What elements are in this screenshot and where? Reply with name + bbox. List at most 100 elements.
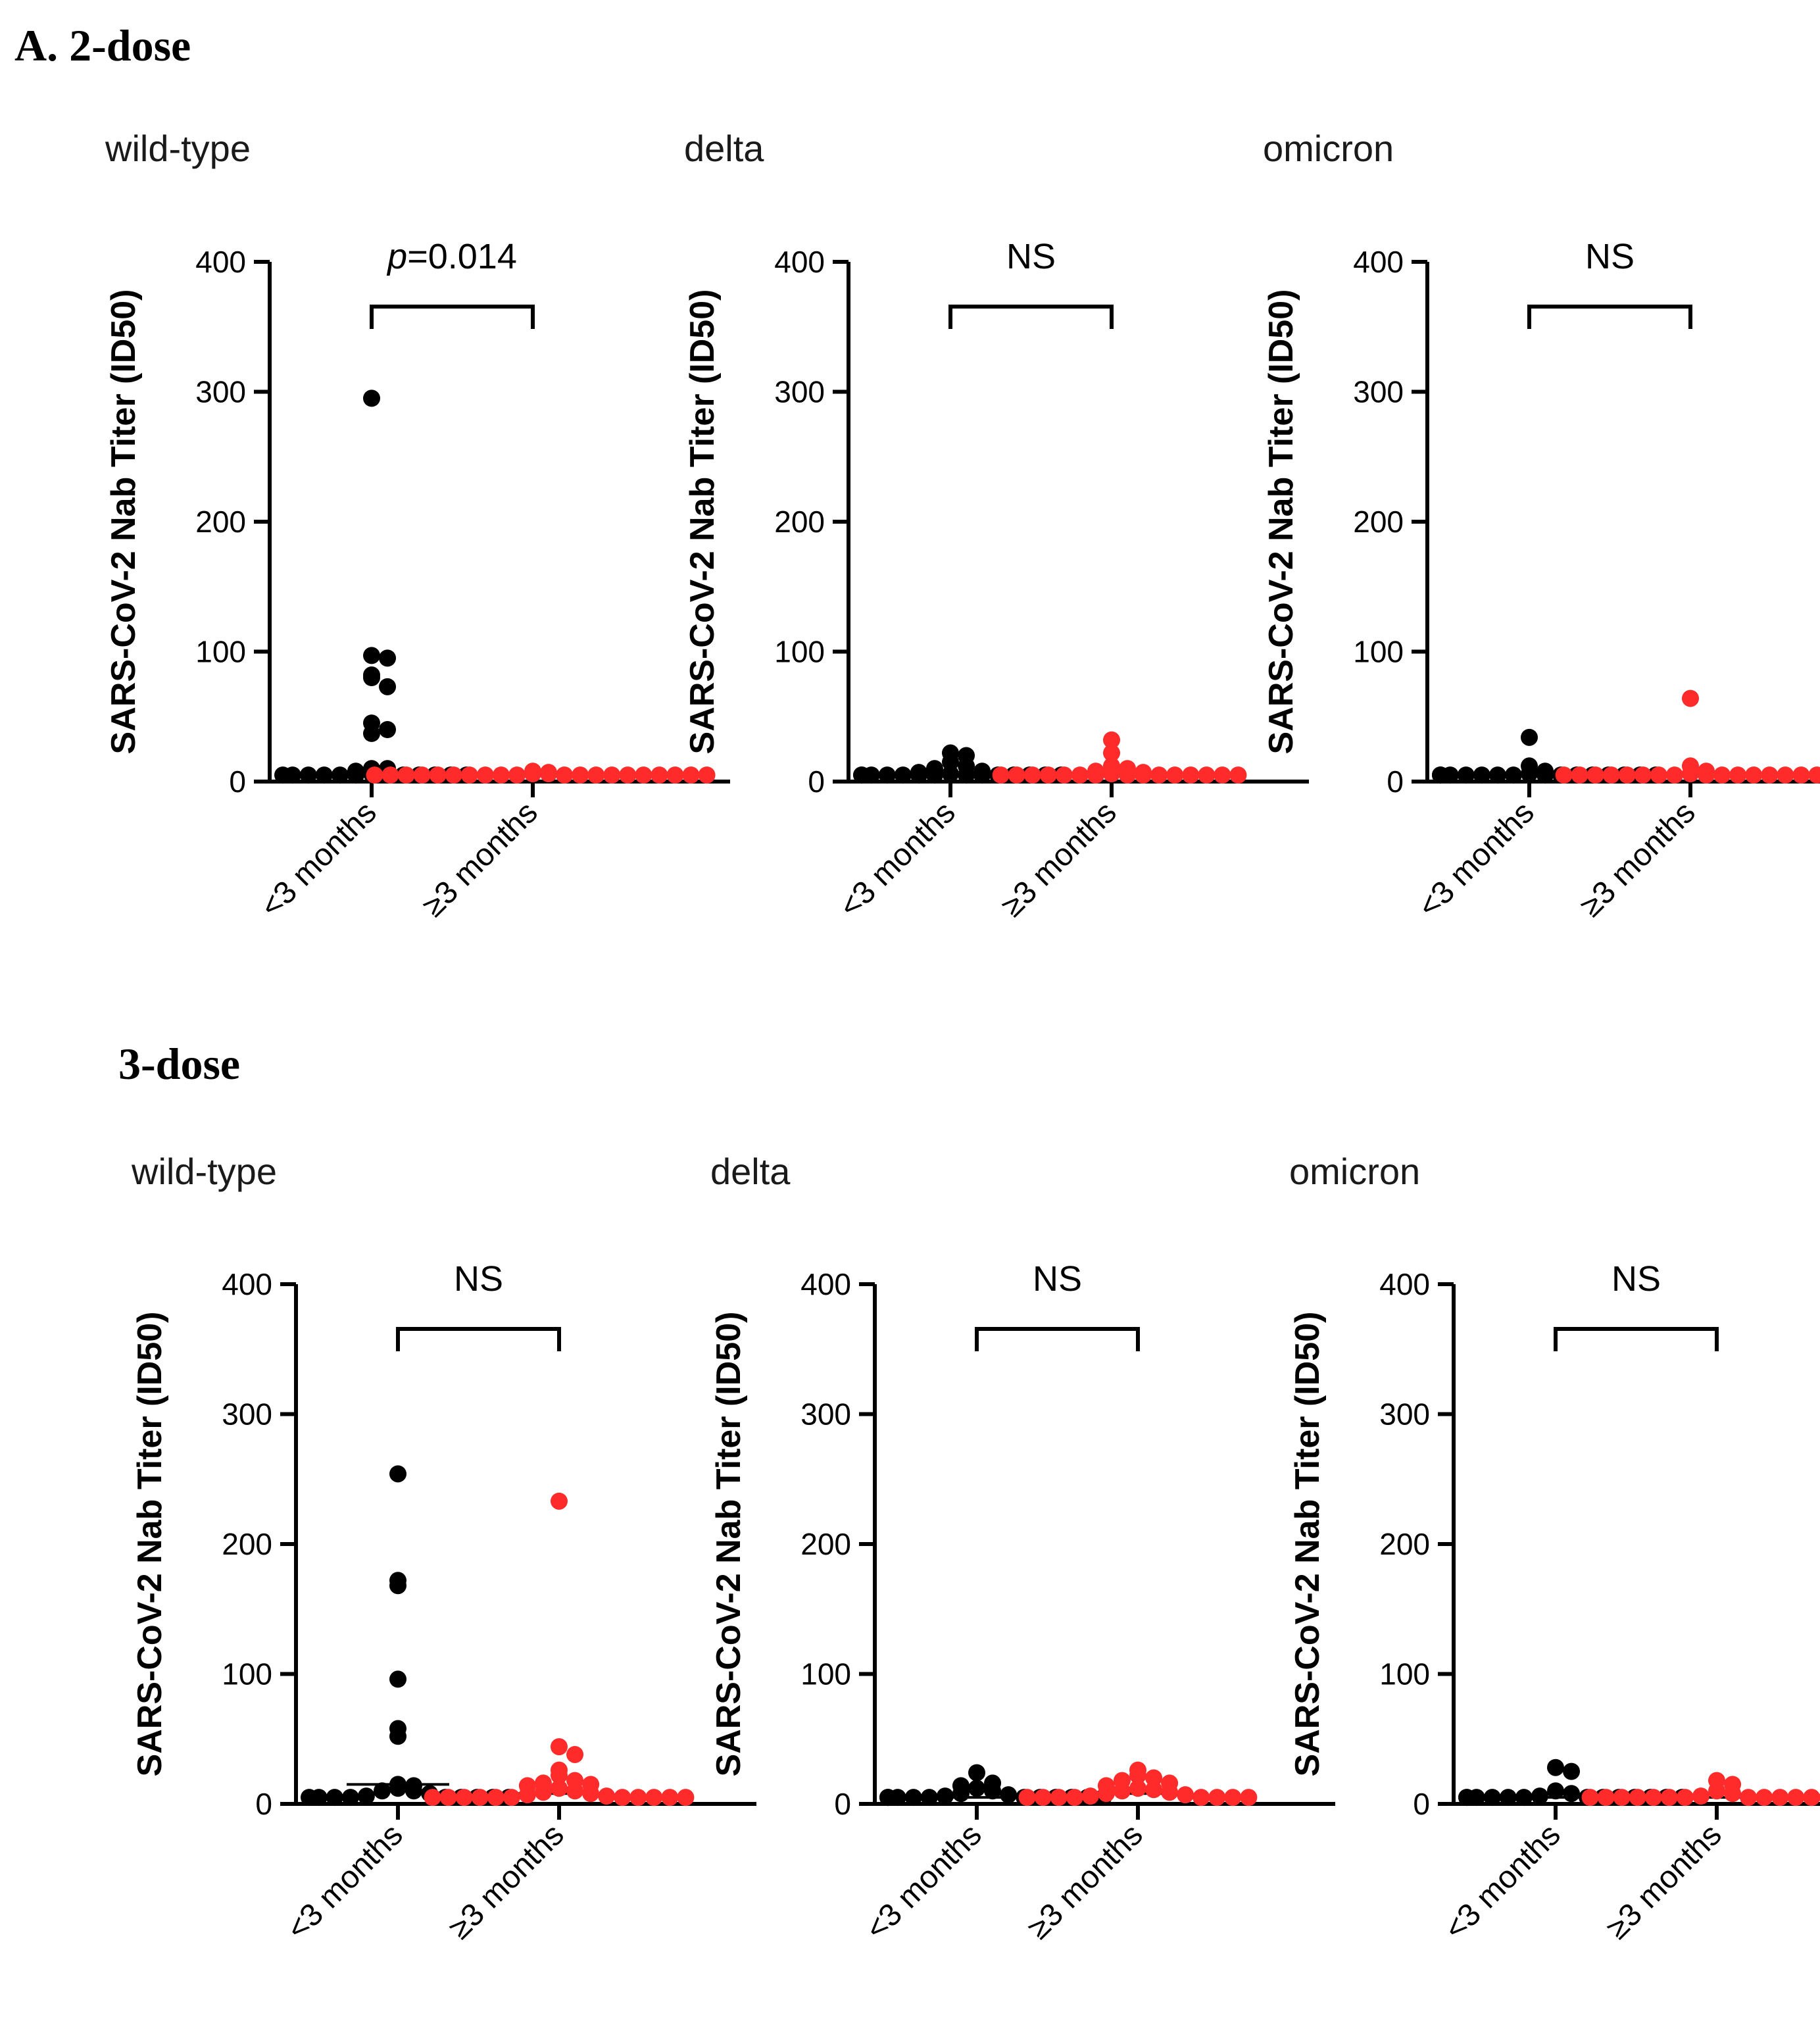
data-point [405, 1782, 423, 1800]
data-point [1145, 1769, 1163, 1787]
x-category-label: <3 months [280, 1817, 410, 1947]
panel-title: omicron [1289, 1151, 1420, 1192]
y-tick-label: 0 [255, 1787, 272, 1821]
data-point [1034, 1789, 1052, 1807]
data-point [1698, 766, 1715, 784]
data-point [1055, 766, 1073, 784]
data-point [540, 765, 558, 783]
y-tick-label: 0 [1387, 764, 1404, 799]
data-point [347, 766, 364, 784]
x-category-label: ≥3 months [1573, 795, 1702, 924]
y-tick-label: 300 [222, 1397, 272, 1432]
y-tick-label: 200 [774, 505, 825, 539]
data-point [1692, 1787, 1709, 1805]
data-point [1660, 1789, 1678, 1807]
chart-panel-2: delta SARS-CoV-2 Nab Titer (ID50) 0 100 200 3… [683, 128, 1309, 924]
chart-panel-6: omicron SARS-CoV-2 Nab Titer (ID50) 0 100 20… [1289, 1151, 1820, 1947]
data-point [363, 669, 380, 686]
data-point [1504, 766, 1522, 784]
significance-prefix: p [386, 237, 407, 276]
data-point [936, 1787, 954, 1805]
data-point [635, 766, 652, 784]
data-point [1198, 766, 1216, 784]
y-tick-label: 200 [1353, 505, 1404, 539]
data-point [357, 1787, 375, 1805]
data-point [1682, 689, 1699, 707]
data-point [1039, 766, 1057, 784]
data-point [471, 1789, 489, 1807]
data-point [952, 1785, 970, 1803]
data-point [508, 766, 526, 784]
x-category-label: <3 months [859, 1817, 989, 1947]
data-point [1240, 1789, 1258, 1807]
x-category-label: ≥3 months [995, 795, 1123, 924]
data-point [1571, 766, 1588, 784]
significance-bracket [975, 1327, 1140, 1351]
data-point [853, 766, 870, 784]
data-point [1229, 766, 1247, 784]
data-point [942, 753, 959, 771]
data-point [551, 1738, 568, 1756]
significance-text: NS [1585, 237, 1635, 276]
data-point [629, 1789, 647, 1807]
data-point [1023, 766, 1041, 784]
section-label: A. 2-dose [14, 20, 191, 70]
data-point [645, 1789, 663, 1807]
data-point [1729, 766, 1747, 784]
data-point [1531, 1787, 1548, 1805]
data-point [366, 766, 383, 784]
data-point [1803, 1789, 1820, 1807]
y-tick-label: 400 [774, 245, 825, 279]
data-point [1000, 1786, 1018, 1804]
data-point [968, 1764, 985, 1782]
data-point [992, 766, 1010, 784]
data-point [1787, 1789, 1805, 1807]
data-point [389, 1465, 406, 1483]
x-category-label: ≥3 months [1021, 1817, 1150, 1946]
y-axis-label: SARS-CoV-2 Nab Titer (ID50) [710, 1312, 748, 1777]
data-point [1547, 1759, 1564, 1776]
data-point [1650, 766, 1667, 784]
data-point [572, 766, 589, 784]
data-point [661, 1789, 679, 1807]
data-point [363, 647, 380, 664]
chart-panel-3: omicron SARS-CoV-2 Nab Titer (ID50) 0 100 20… [1262, 128, 1820, 924]
data-point [1119, 766, 1137, 784]
significance-text: =0.014 [407, 237, 517, 276]
chart-panel-5: delta SARS-CoV-2 Nab Titer (ID50) 0 100 200 3… [710, 1151, 1335, 1947]
data-point [968, 1780, 985, 1797]
significance-bracket [370, 305, 535, 329]
x-category-label: ≥3 months [1600, 1817, 1729, 1946]
data-point [1555, 766, 1573, 784]
data-point [341, 1789, 359, 1807]
data-point [651, 766, 668, 784]
x-category-label: ≥3 months [442, 1817, 571, 1946]
data-point [973, 766, 991, 784]
data-point [274, 766, 291, 784]
data-point [524, 765, 541, 783]
significance-bracket [948, 305, 1114, 329]
significance-label: NS [1611, 1259, 1661, 1299]
data-point [389, 1780, 406, 1797]
significance-text: NS [454, 1259, 503, 1299]
data-point [379, 678, 397, 695]
data-point [1135, 766, 1152, 784]
data-point [492, 766, 510, 784]
data-point [1161, 1784, 1179, 1801]
data-point [1129, 1766, 1146, 1784]
data-point [1193, 1789, 1210, 1807]
x-category-label: ≥3 months [416, 795, 545, 924]
y-tick-label: 400 [1353, 245, 1404, 279]
y-tick-label: 100 [195, 635, 246, 669]
y-axis-label: SARS-CoV-2 Nab Titer (ID50) [1289, 1312, 1327, 1777]
y-tick-label: 200 [1379, 1527, 1430, 1561]
section-label: 3-dose [118, 1039, 240, 1089]
data-point [301, 1789, 318, 1807]
data-point [1008, 766, 1025, 784]
significance-label: NS [1006, 237, 1056, 276]
data-point [299, 766, 317, 784]
data-point [1129, 1780, 1146, 1797]
data-point [1761, 766, 1779, 784]
data-point [1488, 766, 1506, 784]
data-point [1708, 1782, 1725, 1800]
